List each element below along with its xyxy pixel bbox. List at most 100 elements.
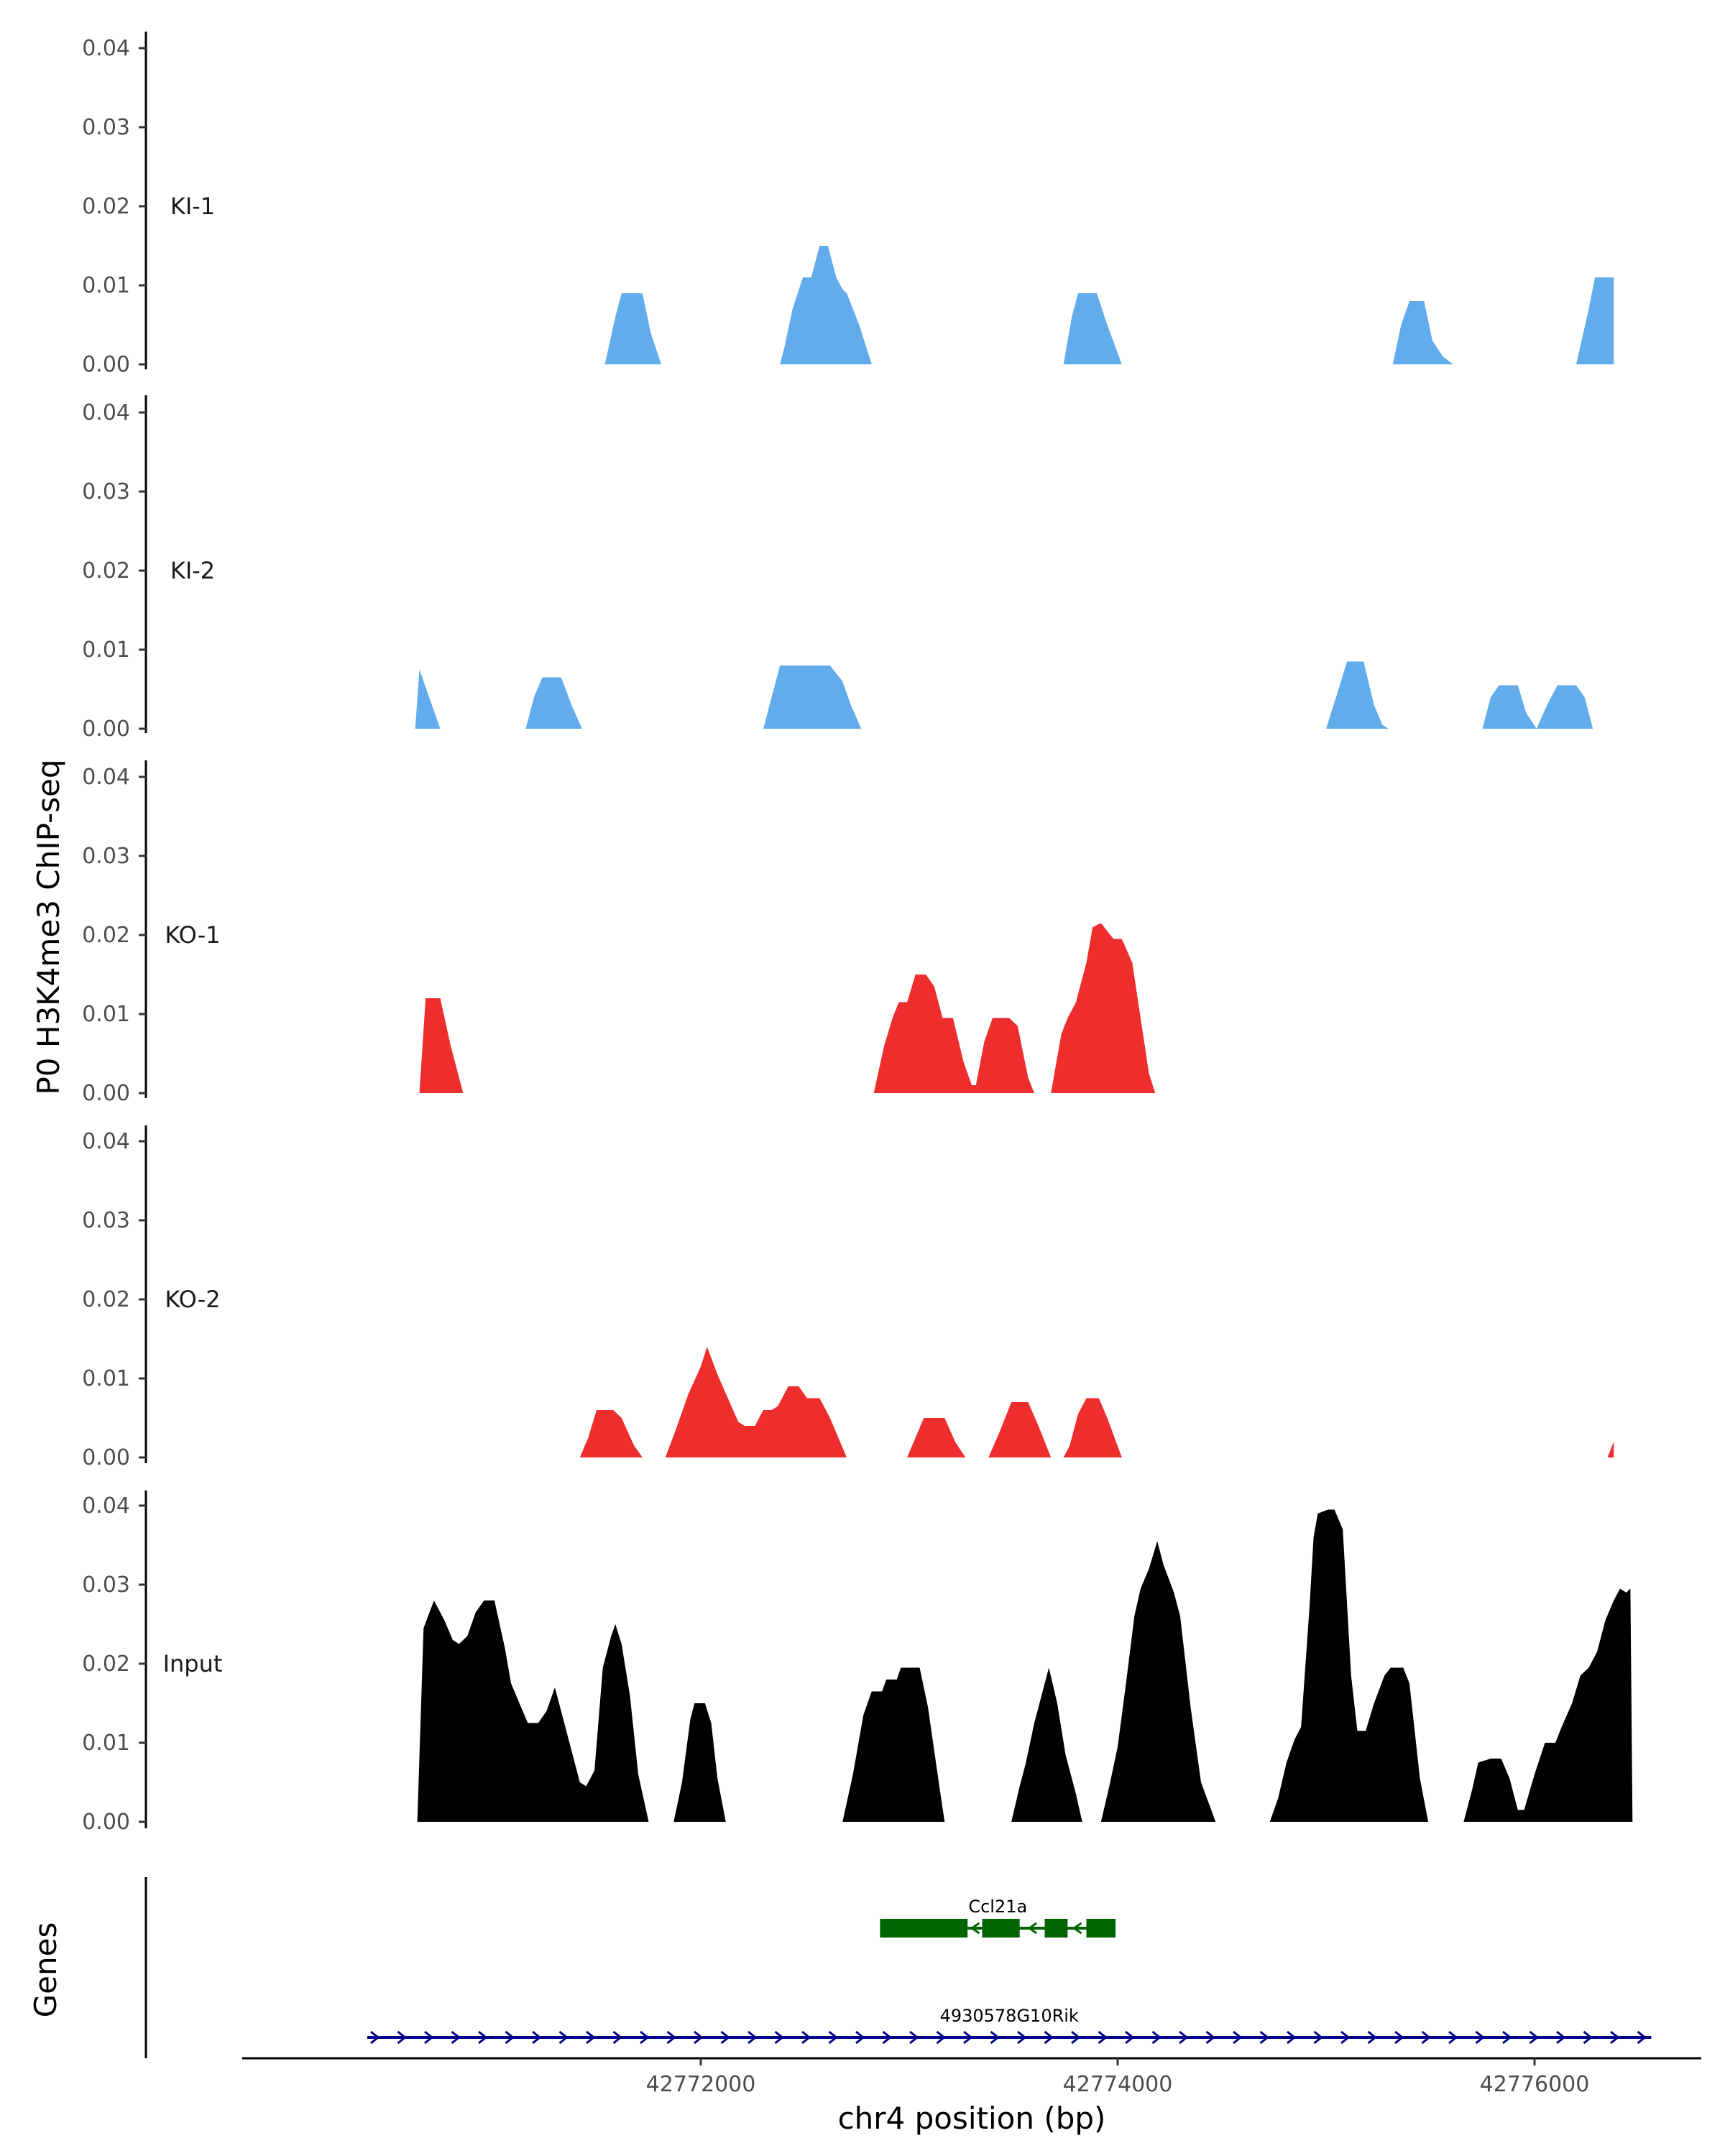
strand-arrow <box>1502 2030 1512 2045</box>
y-tick-label: 0.04 <box>82 765 130 790</box>
track-label: KO-1 <box>165 921 220 949</box>
gene-label: 4930578G10Rik <box>940 2006 1079 2026</box>
y-tick-label: 0.00 <box>82 352 130 377</box>
strand-arrow <box>451 2030 461 2045</box>
coverage-tracks: 0.00 0.01 0.02 0.03 0.04 KI-1 0.00 0.01 0.02 0.03… <box>82 32 1633 1835</box>
strand-arrow <box>505 2030 515 2045</box>
strand-arrow <box>1151 2030 1162 2045</box>
y-tick-label: 0.02 <box>82 194 130 219</box>
strand-arrow <box>1017 2030 1027 2045</box>
y-tick-label: 0.00 <box>82 1081 130 1106</box>
strand-arrow <box>1340 2030 1351 2045</box>
track-label: Input <box>163 1650 223 1677</box>
y-tick-label: 0.04 <box>82 1493 130 1519</box>
gene-annotation-panel: Ccl21a 4930578G10Rik <box>144 1877 1652 2058</box>
coverage-area-input <box>417 1509 1633 1822</box>
strand-arrow <box>1233 2030 1243 2045</box>
x-tick-label: 42772000 <box>646 2072 756 2097</box>
strand-arrow <box>1421 2030 1431 2045</box>
strand-arrow <box>1071 2030 1081 2045</box>
strand-arrow <box>801 2030 811 2045</box>
strand-arrow <box>1610 2030 1620 2045</box>
strand-arrow <box>1205 2030 1215 2045</box>
strand-arrow <box>1179 2030 1189 2045</box>
strand-arrow <box>1475 2030 1485 2045</box>
y-tick-label: 0.01 <box>82 1366 130 1391</box>
track-ki-1: 0.00 0.01 0.02 0.03 0.04 KI-1 <box>82 32 1614 377</box>
strand-arrow <box>1448 2030 1458 2045</box>
x-axis-title: chr4 position (bp) <box>838 2101 1106 2136</box>
strand-arrow <box>1313 2030 1323 2045</box>
strand-arrow <box>828 2030 838 2045</box>
strand-arrow <box>532 2030 542 2045</box>
coverage-area-ki-2 <box>415 661 1610 729</box>
strand-arrow <box>774 2030 784 2045</box>
strand-arrow <box>882 2030 892 2045</box>
gene-exon <box>880 1919 968 1938</box>
genes-panel-title: Genes <box>28 1922 63 2018</box>
strand-arrow <box>1394 2030 1404 2045</box>
strand-arrow <box>1287 2030 1297 2045</box>
x-axis: 42772000 42774000 42776000 <box>242 2057 1701 2097</box>
y-tick-label: 0.00 <box>82 1810 130 1835</box>
strand-arrow <box>1529 2030 1539 2045</box>
strand-arrow <box>1027 1922 1037 1935</box>
strand-arrow <box>694 2030 704 2045</box>
y-tick-label: 0.02 <box>82 1651 130 1677</box>
track-label: KO-2 <box>165 1286 220 1313</box>
track-label: KI-1 <box>170 193 215 220</box>
strand-arrow <box>612 2030 622 2045</box>
strand-arrow <box>478 2030 488 2045</box>
strand-arrow <box>720 2030 730 2045</box>
strand-arrow <box>586 2030 596 2045</box>
y-tick-label: 0.01 <box>82 637 130 663</box>
strand-arrow <box>1044 2030 1054 2045</box>
y-tick-label: 0.01 <box>82 273 130 298</box>
x-tick-label: 42774000 <box>1063 2072 1173 2097</box>
strand-arrow <box>640 2030 650 2045</box>
strand-arrow <box>963 2030 973 2045</box>
track-input: 0.00 0.01 0.02 0.03 0.04 Input <box>82 1491 1633 1835</box>
strand-arrow <box>558 2030 569 2045</box>
strand-arrow <box>397 2030 407 2045</box>
y-tick-label: 0.03 <box>82 115 130 140</box>
y-tick-label: 0.00 <box>82 717 130 742</box>
strand-arrow <box>1367 2030 1377 2045</box>
track-ko-2: 0.00 0.01 0.02 0.03 0.04 KO-2 <box>82 1125 1614 1470</box>
gene-exon <box>1086 1919 1116 1938</box>
strand-arrow <box>909 2030 919 2045</box>
strand-arrow <box>1098 2030 1108 2045</box>
y-tick-label: 0.02 <box>82 558 130 584</box>
y-tick-label: 0.04 <box>82 1129 130 1154</box>
strand-arrow <box>990 2030 1000 2045</box>
strand-arrow <box>370 2030 380 2045</box>
y-axis-title: P0 H3K4me3 ChIP-seq <box>31 759 66 1095</box>
y-tick-label: 0.03 <box>82 479 130 505</box>
gene-4930578g10rik: 4930578G10Rik <box>367 2006 1652 2045</box>
y-tick-label: 0.01 <box>82 1002 130 1027</box>
track-label: KI-2 <box>170 557 215 584</box>
strand-arrow <box>1583 2030 1593 2045</box>
y-tick-label: 0.02 <box>82 1287 130 1312</box>
y-tick-label: 0.03 <box>82 1572 130 1598</box>
y-tick-label: 0.00 <box>82 1445 130 1470</box>
coverage-area-ko-1 <box>419 923 1156 1093</box>
strand-arrow <box>1125 2030 1135 2045</box>
x-tick-label: 42776000 <box>1480 2072 1590 2097</box>
coverage-area-ko-2 <box>579 1347 1614 1457</box>
gene-label: Ccl21a <box>968 1897 1027 1917</box>
strand-arrow <box>970 1922 980 1935</box>
strand-arrow <box>936 2030 946 2045</box>
y-tick-label: 0.03 <box>82 844 130 869</box>
coverage-area-ki-1 <box>604 246 1614 364</box>
strand-arrow <box>1637 2030 1647 2045</box>
gene-ccl21a: Ccl21a <box>880 1897 1116 1938</box>
strand-arrow <box>424 2030 434 2045</box>
track-ki-2: 0.00 0.01 0.02 0.03 0.04 KI-2 <box>82 395 1610 742</box>
y-tick-label: 0.02 <box>82 923 130 948</box>
strand-arrow <box>748 2030 758 2045</box>
y-tick-label: 0.01 <box>82 1731 130 1756</box>
strand-arrow <box>855 2030 865 2045</box>
strand-arrow <box>1072 1922 1082 1935</box>
